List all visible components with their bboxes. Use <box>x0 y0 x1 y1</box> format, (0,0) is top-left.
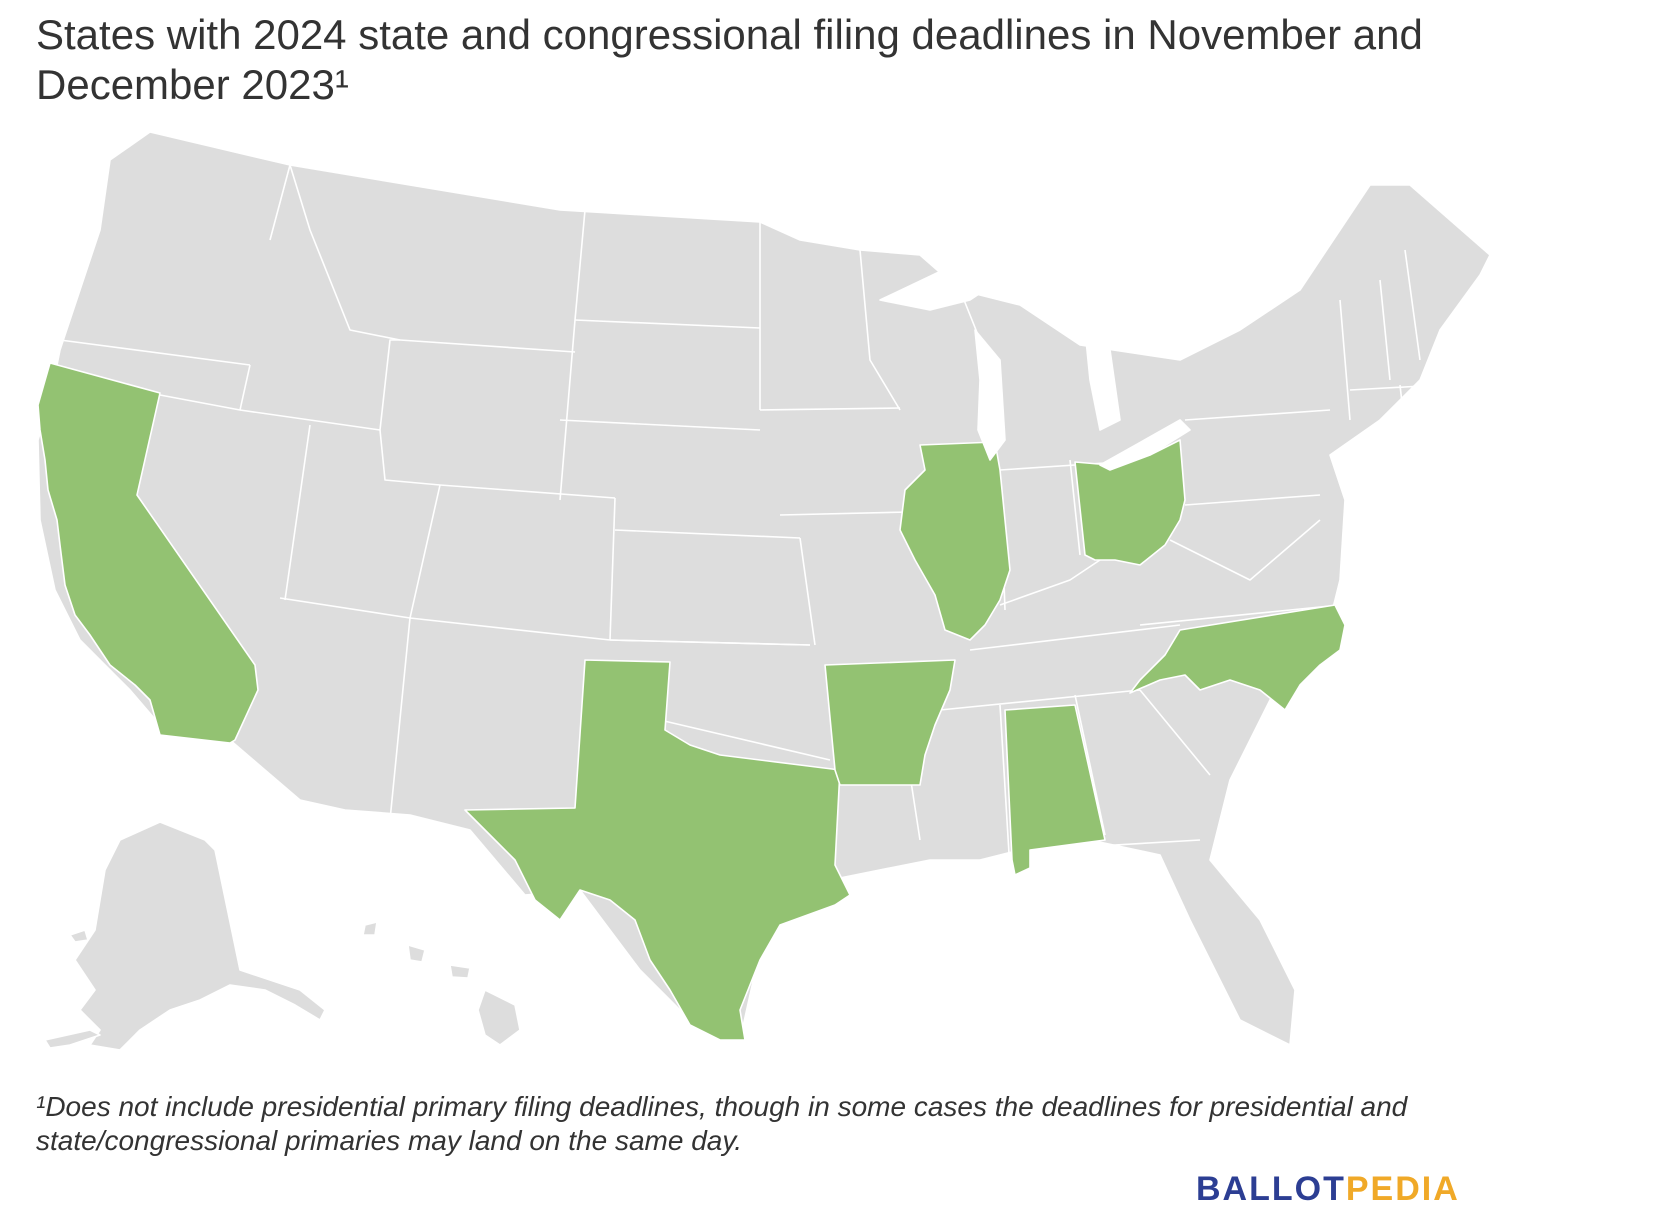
border-wa-or <box>59 339 251 366</box>
border-in-oh <box>1069 459 1081 556</box>
border-ma-ct <box>1349 384 1441 391</box>
map-title: States with 2024 state and congressional… <box>36 11 1423 108</box>
border-mt-nd <box>574 209 586 321</box>
us-states-map <box>37 131 1491 1051</box>
border-ny-new-england <box>1339 299 1351 421</box>
lake-erie <box>1099 419 1191 471</box>
alaska-islands <box>44 929 101 1049</box>
border-wa-id <box>269 164 291 241</box>
highlighted-states <box>37 362 1346 1041</box>
border-nv-ut <box>284 424 311 601</box>
ballotpedia-logo: BALLOTPEDIA <box>1196 1172 1460 1206</box>
great-lakes <box>879 261 1191 471</box>
border-al-ga <box>1074 694 1106 836</box>
border-mi-in-oh <box>999 461 1121 471</box>
border-ia-mo <box>779 511 911 516</box>
border-me-nh <box>1404 249 1421 361</box>
lake-huron <box>1084 329 1121 431</box>
border-va-nc <box>1139 604 1341 626</box>
border-ok-tx <box>659 719 831 761</box>
border-id-mt <box>289 164 401 341</box>
us-base-shape <box>37 131 1491 1046</box>
border-id-wy-nv <box>239 339 400 431</box>
state-hawaii <box>362 921 521 1046</box>
border-ks-mo <box>799 537 816 646</box>
border-in-ky <box>999 559 1101 606</box>
state-arkansas <box>824 659 956 786</box>
border-pa-wv-md <box>1184 494 1321 506</box>
border-ms-la <box>909 774 921 841</box>
border-ms-al <box>999 704 1011 871</box>
state-texas <box>464 659 851 1041</box>
state-illinois <box>899 441 1011 641</box>
border-ky-tn <box>969 624 1181 651</box>
border-co-ks <box>609 497 616 641</box>
lake-michigan <box>974 329 1006 461</box>
border-ny-pa <box>1184 409 1331 421</box>
border-ga-sc <box>1139 689 1211 776</box>
footnote: ¹Does not include presidential primary f… <box>36 1091 1408 1156</box>
border-sd-ne <box>559 419 761 431</box>
border-mt-wy <box>399 339 576 353</box>
border-co-nm <box>409 617 611 641</box>
border-ga-fl <box>1029 839 1201 851</box>
border-wv-va <box>1169 519 1321 581</box>
state-north-carolina <box>1129 604 1346 711</box>
state-california <box>37 362 259 744</box>
border-vt-nh <box>1379 279 1391 381</box>
state-alabama <box>1004 704 1106 876</box>
border-ks-ok <box>609 639 811 646</box>
border-wy-co <box>439 484 616 499</box>
border-mn-wi <box>859 249 901 411</box>
border-nd-sd <box>574 319 761 329</box>
border-ne-ks <box>614 529 801 539</box>
border-az-nm <box>389 617 411 821</box>
border-mn-ia <box>759 407 901 411</box>
border-ct-ri <box>1399 384 1406 431</box>
brand-part-ballot: BALLOT <box>1196 1170 1346 1208</box>
border-tn-ms-al-ga <box>939 689 1141 711</box>
border-ut-wy <box>379 429 441 486</box>
state-alaska <box>74 821 326 1051</box>
brand-part-pedia: PEDIA <box>1345 1170 1460 1208</box>
border-wy-sd-ne <box>559 319 576 501</box>
lake-superior <box>879 261 1001 311</box>
